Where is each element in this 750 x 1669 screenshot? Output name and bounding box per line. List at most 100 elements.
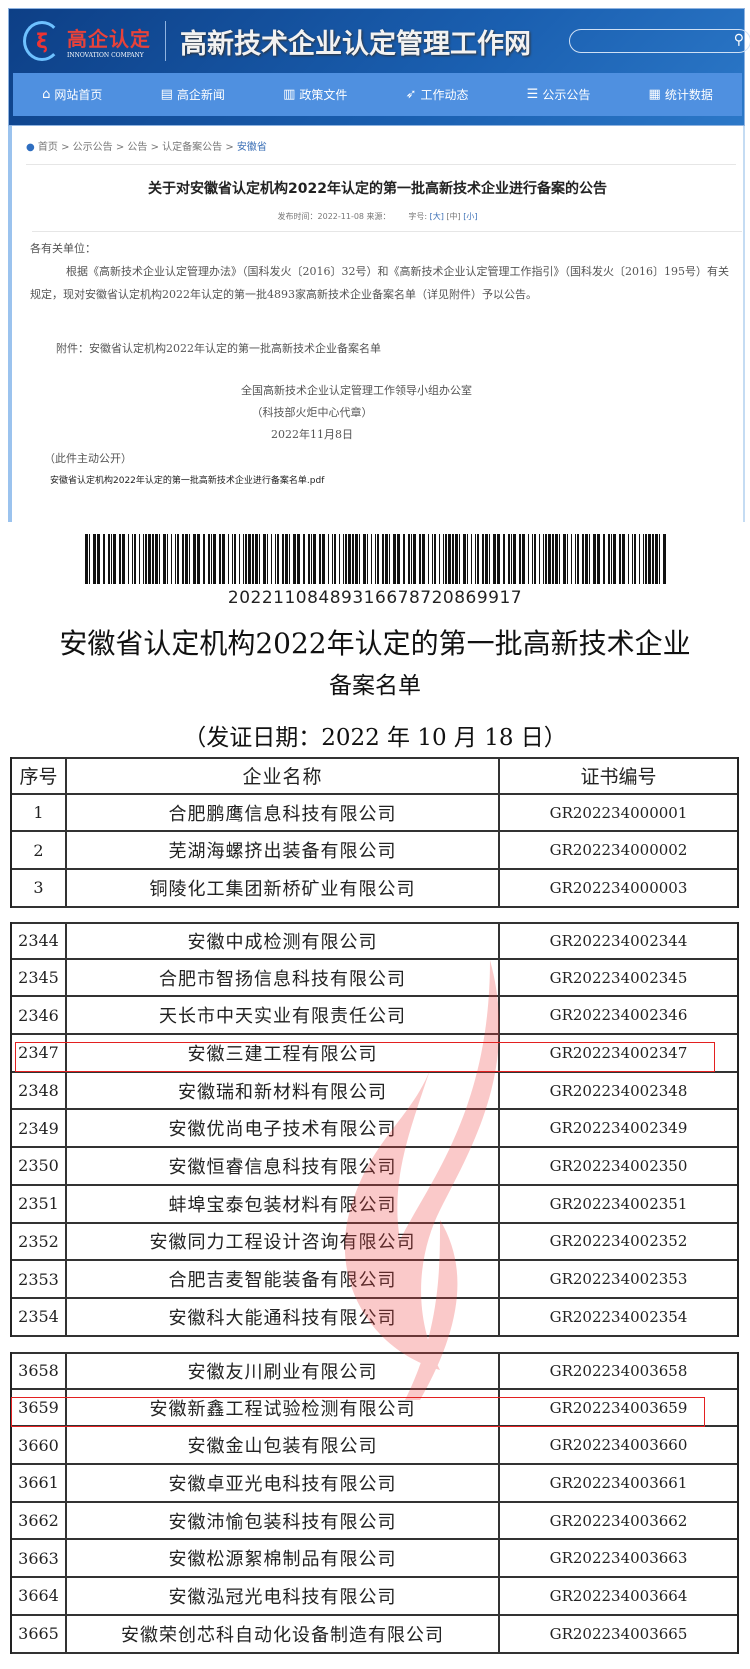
table-row: 2347 安徽三建工程有限公司 GR202234002347 — [12, 1035, 737, 1073]
row-index: 3661 — [12, 1465, 67, 1501]
site-logo[interactable]: ξ 高企认定 INNOVATION COMPANY 高新技术企业认定管理工作网 — [23, 21, 531, 61]
paper-plane-icon: ➶ — [405, 87, 417, 102]
nav-label: 公示公告 — [542, 88, 591, 102]
signature-seal: （科技部火炬中心代章） — [251, 406, 373, 419]
barcode-bar — [152, 534, 154, 584]
certificate-number: GR202234003663 — [549, 1549, 688, 1568]
row-index: 2344 — [12, 924, 67, 958]
barcode-bar — [377, 534, 379, 584]
pdf-attachment-link[interactable]: 安徽省认定机构2022年认定的第一批高新技术企业进行备案名单.pdf — [50, 476, 325, 486]
certificate-number: GR202234003659 — [549, 1398, 688, 1417]
row-index: 2347 — [12, 1035, 67, 1071]
barcode-bar — [485, 534, 488, 584]
divider — [32, 231, 742, 232]
company-name: 合肥鹏鹰信息科技有限公司 — [67, 794, 500, 831]
search-icon[interactable]: ⚲ — [733, 32, 744, 48]
publish-info: 发布时间：2022-11-08 来源： — [277, 212, 391, 221]
nav-label: 统计数据 — [664, 88, 713, 102]
certificate-number: GR202234002352 — [549, 1232, 688, 1251]
barcode-bar — [471, 534, 472, 584]
barcode-bar — [277, 534, 279, 584]
barcode-bar — [571, 534, 572, 584]
nav-news[interactable]: ▤ 高企新闻 — [161, 86, 225, 103]
table-row: 2348 安徽瑞和新材料有限公司 GR202234002348 — [12, 1072, 737, 1111]
company-table-section: 2344 安徽中成检测有限公司 GR202234002344 2345 合肥市智扬信息科… — [10, 922, 739, 1337]
nav-notice[interactable]: ☰ 公示公告 — [527, 86, 591, 103]
company-name: 合肥吉麦智能装备有限公司 — [67, 1261, 500, 1297]
barcode-bar — [559, 534, 560, 584]
font-size-large[interactable]: [大] — [429, 212, 444, 221]
nav-home[interactable]: ⌂ 网站首页 — [42, 86, 102, 103]
barcode-bar — [445, 534, 447, 584]
barcode-bar — [303, 534, 305, 584]
table-row: 1 合肥鹏鹰信息科技有限公司 GR202234000001 — [12, 794, 737, 833]
nav-stats[interactable]: ▦ 统计数据 — [649, 86, 713, 103]
barcode-bar — [263, 534, 266, 584]
barcode-bar — [155, 534, 158, 584]
barcode-bar — [375, 534, 376, 584]
barcode-bar — [193, 534, 196, 584]
search-input[interactable]: ⚲ — [569, 29, 750, 53]
table-row: 2354 安徽科大能通科技有限公司 GR202234002354 — [12, 1298, 737, 1337]
barcode-bar — [655, 534, 658, 584]
certificate-number: GR202234000003 — [549, 878, 688, 897]
barcode-bar — [593, 534, 596, 584]
barcode-bar — [577, 534, 579, 584]
barcode-bar — [463, 534, 466, 584]
barcode-bar — [367, 534, 368, 584]
barcode-bar — [567, 534, 568, 584]
company-table-section: 序号 企业名称 证书编号 1 合肥鹏鹰信息科技有限公司 GR202234000001… — [10, 757, 739, 908]
barcode-bar — [208, 534, 210, 584]
barcode-bar — [119, 534, 121, 584]
company-name: 安徽中成检测有限公司 — [67, 924, 500, 958]
breadcrumb-notices[interactable]: 公示公告 — [72, 142, 113, 153]
barcode-bar — [645, 534, 647, 584]
certificate-number: GR202234002350 — [549, 1156, 688, 1175]
barcode-bar — [408, 534, 410, 584]
table-row: 3662 安徽沛愉包装科技有限公司 GR202234003662 — [12, 1502, 737, 1541]
row-index: 2345 — [12, 959, 67, 996]
barcode-bar — [643, 534, 644, 584]
company-table-section: 3658 安徽友川刷业有限公司 GR202234003658 3659 安徽新鑫工程试验… — [10, 1352, 739, 1654]
breadcrumb-home[interactable]: 首页 — [37, 142, 58, 153]
row-index: 2349 — [12, 1110, 67, 1147]
table-row: 2 芜湖海螺挤出装备有限公司 GR202234000002 — [12, 832, 737, 871]
company-name: 安徽科大能通科技有限公司 — [67, 1298, 500, 1335]
barcode-bar — [563, 534, 566, 584]
breadcrumb-announcement[interactable]: 公告 — [127, 142, 148, 153]
barcode-bar — [489, 534, 490, 584]
font-size-small[interactable]: [小] — [463, 212, 478, 221]
barcode-bar — [252, 534, 254, 584]
barcode-bar — [534, 534, 536, 584]
barcode-bar — [308, 534, 310, 584]
location-pin-icon: ● — [26, 142, 35, 153]
font-size-medium[interactable]: [中] — [446, 212, 461, 221]
barcode-bar — [371, 534, 372, 584]
breadcrumb-current[interactable]: 安徽省 — [236, 142, 267, 153]
barcode-bar — [148, 534, 151, 584]
barcode-bar — [355, 534, 358, 584]
document-icon: ▤ — [160, 87, 173, 102]
barcode-bar — [552, 534, 554, 584]
divider — [26, 164, 736, 165]
barcode-bar — [239, 534, 240, 584]
article-meta: 发布时间：2022-11-08 来源： 字号: [大] [中] [小] — [12, 211, 743, 222]
main-nav: ⌂ 网站首页 ▤ 高企新闻 ▥ 政策文件 ➶ 工作动态 ☰ 公示公告 ▦ 统计数据 — [13, 73, 742, 116]
clipboard-icon: ☰ — [526, 87, 539, 102]
barcode-bar — [448, 534, 451, 584]
barcode-bar — [134, 534, 136, 584]
table-row: 3665 安徽荣创芯科自动化设备制造有限公司 GR202234003665 — [12, 1615, 737, 1654]
barcode-bar — [589, 534, 590, 584]
table-row: 2349 安徽优尚电子技术有限公司 GR202234002349 — [12, 1110, 737, 1149]
table-row: 2350 安徽恒睿信息科技有限公司 GR202234002350 — [12, 1148, 737, 1186]
company-name: 安徽泓冠光电科技有限公司 — [67, 1578, 500, 1614]
barcode-bar — [175, 534, 176, 584]
column-header-index: 序号 — [12, 759, 67, 793]
barcode-bar — [197, 534, 200, 584]
barcode-bar — [628, 534, 629, 584]
barcode-bar — [359, 534, 360, 584]
nav-work[interactable]: ➶ 工作动态 — [406, 86, 469, 103]
barcode-bar — [475, 534, 476, 584]
breadcrumb-filing[interactable]: 认定备案公告 — [162, 142, 223, 153]
nav-policy[interactable]: ▥ 政策文件 — [283, 86, 347, 103]
